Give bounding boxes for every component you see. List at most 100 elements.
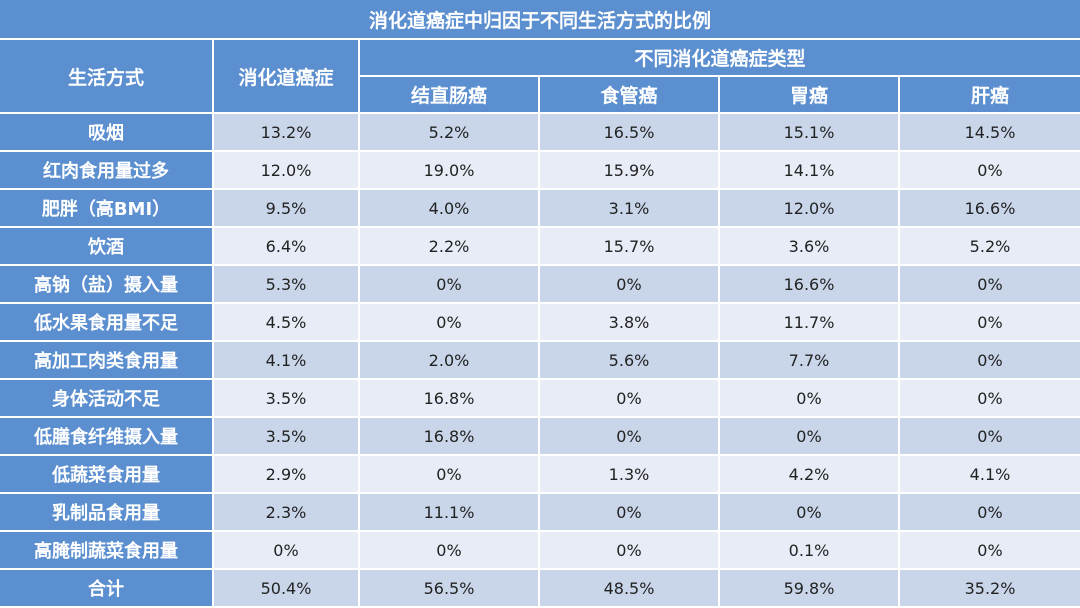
table-cell: 12.0%	[214, 152, 360, 190]
table-cell: 2.3%	[214, 494, 360, 532]
table-cell: 16.6%	[720, 266, 900, 304]
table-cell: 3.1%	[540, 190, 720, 228]
table-cell: 5.3%	[214, 266, 360, 304]
table-cell: 3.5%	[214, 418, 360, 456]
table-cell: 0%	[360, 304, 540, 342]
table-cell: 4.2%	[720, 456, 900, 494]
table-cell: 7.7%	[720, 342, 900, 380]
table-row: 吸烟 13.2% 5.2% 16.5% 15.1% 14.5%	[0, 114, 1080, 152]
table-cell: 0%	[540, 532, 720, 570]
table-row: 身体活动不足 3.5% 16.8% 0% 0% 0%	[0, 380, 1080, 418]
table-row: 低膳食纤维摄入量 3.5% 16.8% 0% 0% 0%	[0, 418, 1080, 456]
table-cell: 0%	[540, 418, 720, 456]
table-cell: 12.0%	[720, 190, 900, 228]
table-cell: 16.8%	[360, 380, 540, 418]
table-cell: 16.6%	[900, 190, 1080, 228]
table-cell: 15.9%	[540, 152, 720, 190]
row-label: 合计	[0, 570, 214, 608]
row-label: 低蔬菜食用量	[0, 456, 214, 494]
table-row: 高钠（盐）摄入量 5.3% 0% 0% 16.6% 0%	[0, 266, 1080, 304]
row-label: 高钠（盐）摄入量	[0, 266, 214, 304]
table-cell: 5.6%	[540, 342, 720, 380]
table-cell: 14.1%	[720, 152, 900, 190]
table-cell: 0%	[900, 494, 1080, 532]
table-cell: 6.4%	[214, 228, 360, 266]
table-cell: 0%	[540, 266, 720, 304]
table-cell: 56.5%	[360, 570, 540, 608]
table-row: 乳制品食用量 2.3% 11.1% 0% 0% 0%	[0, 494, 1080, 532]
table-cell: 3.8%	[540, 304, 720, 342]
table-cell: 2.9%	[214, 456, 360, 494]
table-cell: 2.2%	[360, 228, 540, 266]
table-cell: 3.6%	[720, 228, 900, 266]
row-label: 身体活动不足	[0, 380, 214, 418]
row-label: 肥胖（高BMI）	[0, 190, 214, 228]
table-cell: 0%	[900, 532, 1080, 570]
row-label: 吸烟	[0, 114, 214, 152]
row-label: 高腌制蔬菜食用量	[0, 532, 214, 570]
table-cell: 0%	[360, 456, 540, 494]
column-header-3: 胃癌	[720, 77, 900, 114]
table-cell: 5.2%	[360, 114, 540, 152]
column-header-2: 食管癌	[540, 77, 720, 114]
table-cell: 13.2%	[214, 114, 360, 152]
table-cell: 15.1%	[720, 114, 900, 152]
row-label: 低膳食纤维摄入量	[0, 418, 214, 456]
table-row: 饮酒 6.4% 2.2% 15.7% 3.6% 5.2%	[0, 228, 1080, 266]
table-cell: 15.7%	[540, 228, 720, 266]
column-header-4: 肝癌	[900, 77, 1080, 114]
table-cell: 2.0%	[360, 342, 540, 380]
table-row: 低蔬菜食用量 2.9% 0% 1.3% 4.2% 4.1%	[0, 456, 1080, 494]
column-header-1: 结直肠癌	[360, 77, 540, 114]
table-cell: 0%	[900, 418, 1080, 456]
table-cell: 0%	[720, 494, 900, 532]
table-cell: 0%	[214, 532, 360, 570]
table-cell: 48.5%	[540, 570, 720, 608]
table-cell: 1.3%	[540, 456, 720, 494]
table-cell: 0%	[900, 342, 1080, 380]
table-title: 消化道癌症中归因于不同生活方式的比例	[0, 0, 1080, 38]
table-row: 红肉食用量过多 12.0% 19.0% 15.9% 14.1% 0%	[0, 152, 1080, 190]
table-cell: 4.1%	[214, 342, 360, 380]
total-column-header: 消化道癌症	[214, 40, 360, 114]
group-header: 不同消化道癌症类型	[360, 40, 1080, 77]
row-label: 低水果食用量不足	[0, 304, 214, 342]
row-label: 高加工肉类食用量	[0, 342, 214, 380]
table-cell: 19.0%	[360, 152, 540, 190]
table-cell: 0%	[720, 418, 900, 456]
table-cell: 5.2%	[900, 228, 1080, 266]
table-cell: 16.8%	[360, 418, 540, 456]
row-header-label: 生活方式	[0, 40, 214, 114]
row-label: 红肉食用量过多	[0, 152, 214, 190]
table-cell: 0%	[540, 494, 720, 532]
table-row: 高加工肉类食用量 4.1% 2.0% 5.6% 7.7% 0%	[0, 342, 1080, 380]
table-cell: 3.5%	[214, 380, 360, 418]
table-row: 合计 50.4% 56.5% 48.5% 59.8% 35.2%	[0, 570, 1080, 608]
row-label: 乳制品食用量	[0, 494, 214, 532]
table-cell: 4.0%	[360, 190, 540, 228]
table-cell: 9.5%	[214, 190, 360, 228]
table-row: 高腌制蔬菜食用量 0% 0% 0% 0.1% 0%	[0, 532, 1080, 570]
table-cell: 0%	[360, 266, 540, 304]
row-label: 饮酒	[0, 228, 214, 266]
table-cell: 35.2%	[900, 570, 1080, 608]
table-cell: 4.1%	[900, 456, 1080, 494]
table-cell: 0%	[900, 266, 1080, 304]
table-cell: 0%	[900, 152, 1080, 190]
table-cell: 0%	[360, 532, 540, 570]
table-cell: 0%	[720, 380, 900, 418]
table-cell: 16.5%	[540, 114, 720, 152]
table-row: 肥胖（高BMI） 9.5% 4.0% 3.1% 12.0% 16.6%	[0, 190, 1080, 228]
table-cell: 11.1%	[360, 494, 540, 532]
table-cell: 0%	[900, 380, 1080, 418]
table-cell: 0%	[540, 380, 720, 418]
table-cell: 0.1%	[720, 532, 900, 570]
table-cell: 0%	[900, 304, 1080, 342]
table-cell: 59.8%	[720, 570, 900, 608]
table-cell: 4.5%	[214, 304, 360, 342]
table-row: 低水果食用量不足 4.5% 0% 3.8% 11.7% 0%	[0, 304, 1080, 342]
table-cell: 14.5%	[900, 114, 1080, 152]
table-cell: 50.4%	[214, 570, 360, 608]
table-cell: 11.7%	[720, 304, 900, 342]
